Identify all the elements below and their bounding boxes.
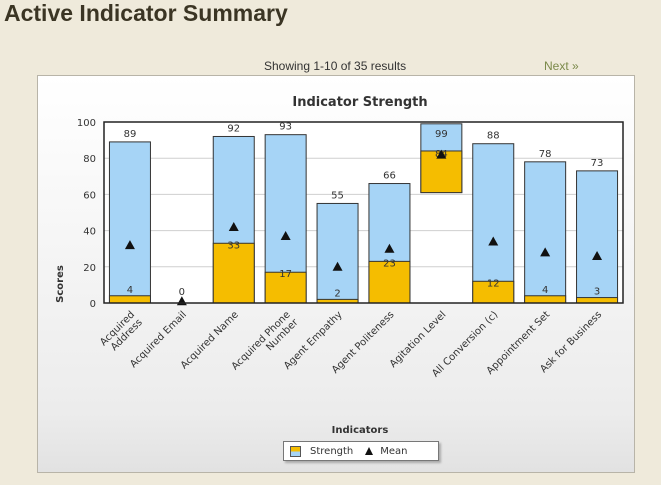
mean-legend-marker-icon: [365, 447, 374, 455]
mean-marker: [124, 240, 135, 250]
bar-high-label: 55: [331, 190, 344, 201]
indicator-strength-chart: Indicator Strength Scores Indicators 020…: [55, 95, 624, 436]
strength-bar-lower: [264, 271, 307, 304]
x-tick-label-line: Agitation Level: [388, 309, 449, 370]
y-axis-label: Scores: [55, 265, 66, 303]
mean-marker: [332, 261, 343, 271]
strength-bar-lower: [108, 295, 151, 304]
bar-low-label: 33: [227, 240, 240, 251]
bar-high-label: 73: [591, 158, 604, 169]
bar-high-label: 99: [435, 129, 448, 140]
bar-high-label: 89: [124, 129, 137, 140]
bar-low-label: 4: [127, 285, 133, 296]
y-tick-label: 80: [83, 154, 96, 165]
mean-marker: [436, 149, 447, 159]
y-tick-label: 100: [77, 118, 96, 129]
y-tick-label: 40: [83, 227, 96, 238]
x-tick-label: AcquiredAddress: [98, 309, 145, 356]
bar-high-label: 0: [179, 287, 185, 298]
bar-low-label: 17: [279, 269, 292, 280]
strength-bar-lower: [212, 242, 255, 304]
mean-marker: [592, 250, 603, 260]
strength-bar-upper: [472, 143, 515, 304]
strength-bar-lower: [524, 295, 567, 304]
mean-marker: [384, 243, 395, 253]
x-tick-label: Agitation Level: [388, 309, 449, 370]
strength-bar-upper: [524, 161, 567, 304]
legend-mean-label: Mean: [380, 445, 408, 457]
strength-bar-upper: [576, 170, 619, 304]
bar-high-label: 66: [383, 171, 396, 182]
chart-legend: Strength Mean: [283, 441, 439, 461]
strength-legend-swatch: [290, 445, 301, 457]
y-tick-label: 0: [90, 299, 96, 310]
strength-bar-lower: [576, 297, 619, 304]
chart-title: Indicator Strength: [292, 95, 427, 110]
page-title: Active Indicator Summary: [4, 0, 288, 26]
bar-low-label: 4: [542, 285, 548, 296]
bar-high-label: 93: [279, 122, 292, 133]
mean-marker: [540, 247, 551, 257]
strength-bar-lower: [368, 260, 411, 304]
bar-high-label: 92: [227, 123, 240, 134]
strength-bar-upper: [108, 141, 151, 304]
mean-marker: [488, 236, 499, 246]
bar-low-label: 2: [334, 288, 340, 299]
x-axis-label: Indicators: [332, 425, 389, 436]
mean-marker: [280, 231, 291, 241]
pagination-status: Showing 1-10 of 35 results: [264, 59, 407, 73]
bar-low-label: 3: [594, 287, 600, 298]
bar-low-label: 23: [383, 258, 396, 269]
next-page-link[interactable]: Next »: [544, 59, 579, 73]
chart-panel: Indicator Strength Scores Indicators 0 20…: [37, 75, 635, 473]
y-tick-label: 60: [83, 190, 96, 201]
strength-bar-upper: [316, 202, 359, 304]
y-tick-label: 20: [83, 263, 96, 274]
plot-frame: [103, 121, 624, 304]
bar-low-label: 12: [487, 278, 500, 289]
mean-marker: [228, 221, 239, 231]
legend-strength-label: Strength: [310, 445, 354, 457]
bar-high-label: 88: [487, 131, 500, 142]
bar-high-label: 78: [539, 149, 552, 160]
